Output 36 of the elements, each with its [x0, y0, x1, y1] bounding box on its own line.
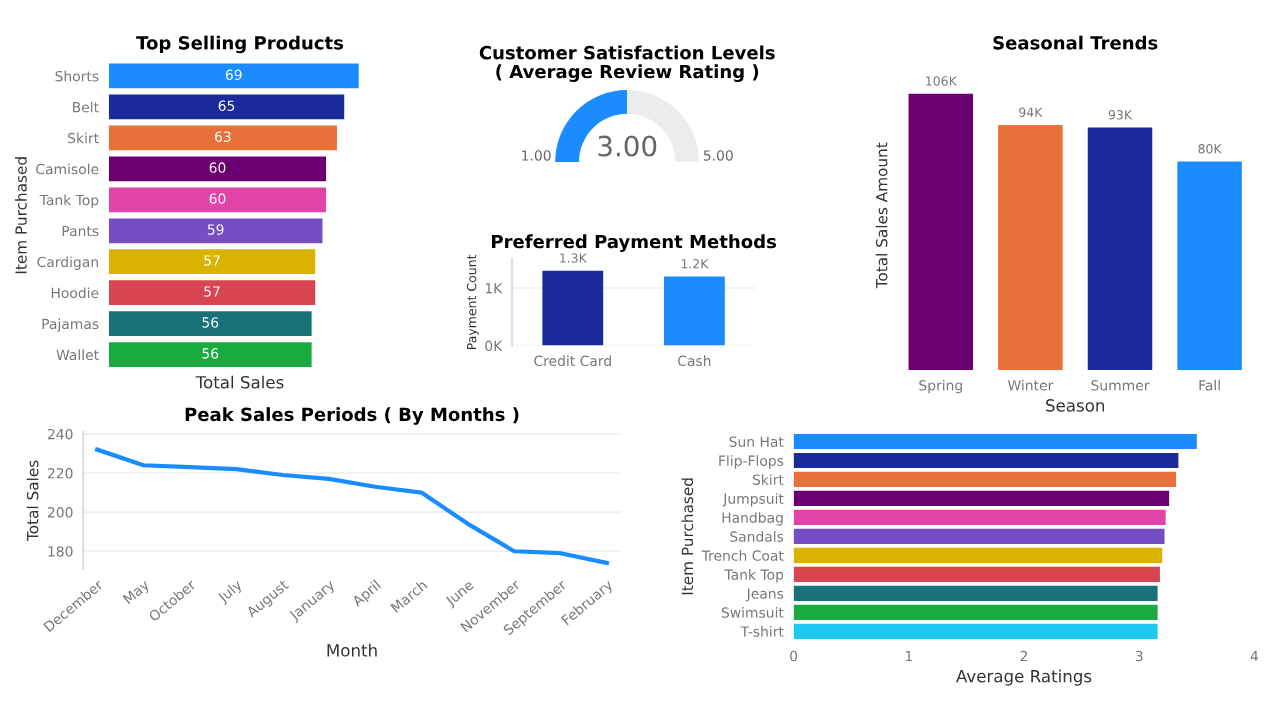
- line-series: [95, 447, 609, 566]
- bar: [108, 94, 345, 120]
- bar: [793, 566, 1160, 582]
- bar: [793, 452, 1179, 469]
- bar: [793, 471, 1177, 488]
- x-axis-title: Month: [327, 643, 377, 657]
- bar: [793, 528, 1165, 544]
- x-axis-title: Season: [1046, 399, 1105, 412]
- bar: [998, 124, 1063, 371]
- bar: [108, 63, 359, 89]
- bar: [908, 93, 974, 371]
- bar: [1177, 161, 1242, 371]
- bar: [108, 125, 337, 151]
- bar: [793, 604, 1158, 620]
- bar: [793, 547, 1163, 563]
- chart-title: Peak Sales Periods ( By Months ): [185, 407, 519, 425]
- chart-title: Customer Satisfaction Levels ( Average Review Rating ): [479, 45, 775, 82]
- x-axis-title: Total Sales: [195, 375, 284, 389]
- bar: [108, 249, 316, 275]
- bar: [1087, 127, 1153, 371]
- bar: [793, 433, 1197, 450]
- text: 3.00: [598, 135, 657, 157]
- bar: [108, 280, 316, 306]
- bar: [793, 509, 1166, 526]
- bar: [793, 490, 1170, 507]
- bar: [108, 218, 323, 244]
- chart-title: Seasonal Trends: [993, 35, 1158, 50]
- chart-title: Top Selling Products: [136, 35, 344, 54]
- bar: [108, 156, 327, 182]
- x-axis-title: Average Ratings: [956, 669, 1092, 686]
- chart-title: Preferred Payment Methods: [492, 234, 776, 252]
- bar: [108, 342, 312, 367]
- bar: [108, 187, 327, 213]
- bar: [108, 311, 312, 337]
- bar: [793, 623, 1158, 639]
- bar: [793, 585, 1158, 601]
